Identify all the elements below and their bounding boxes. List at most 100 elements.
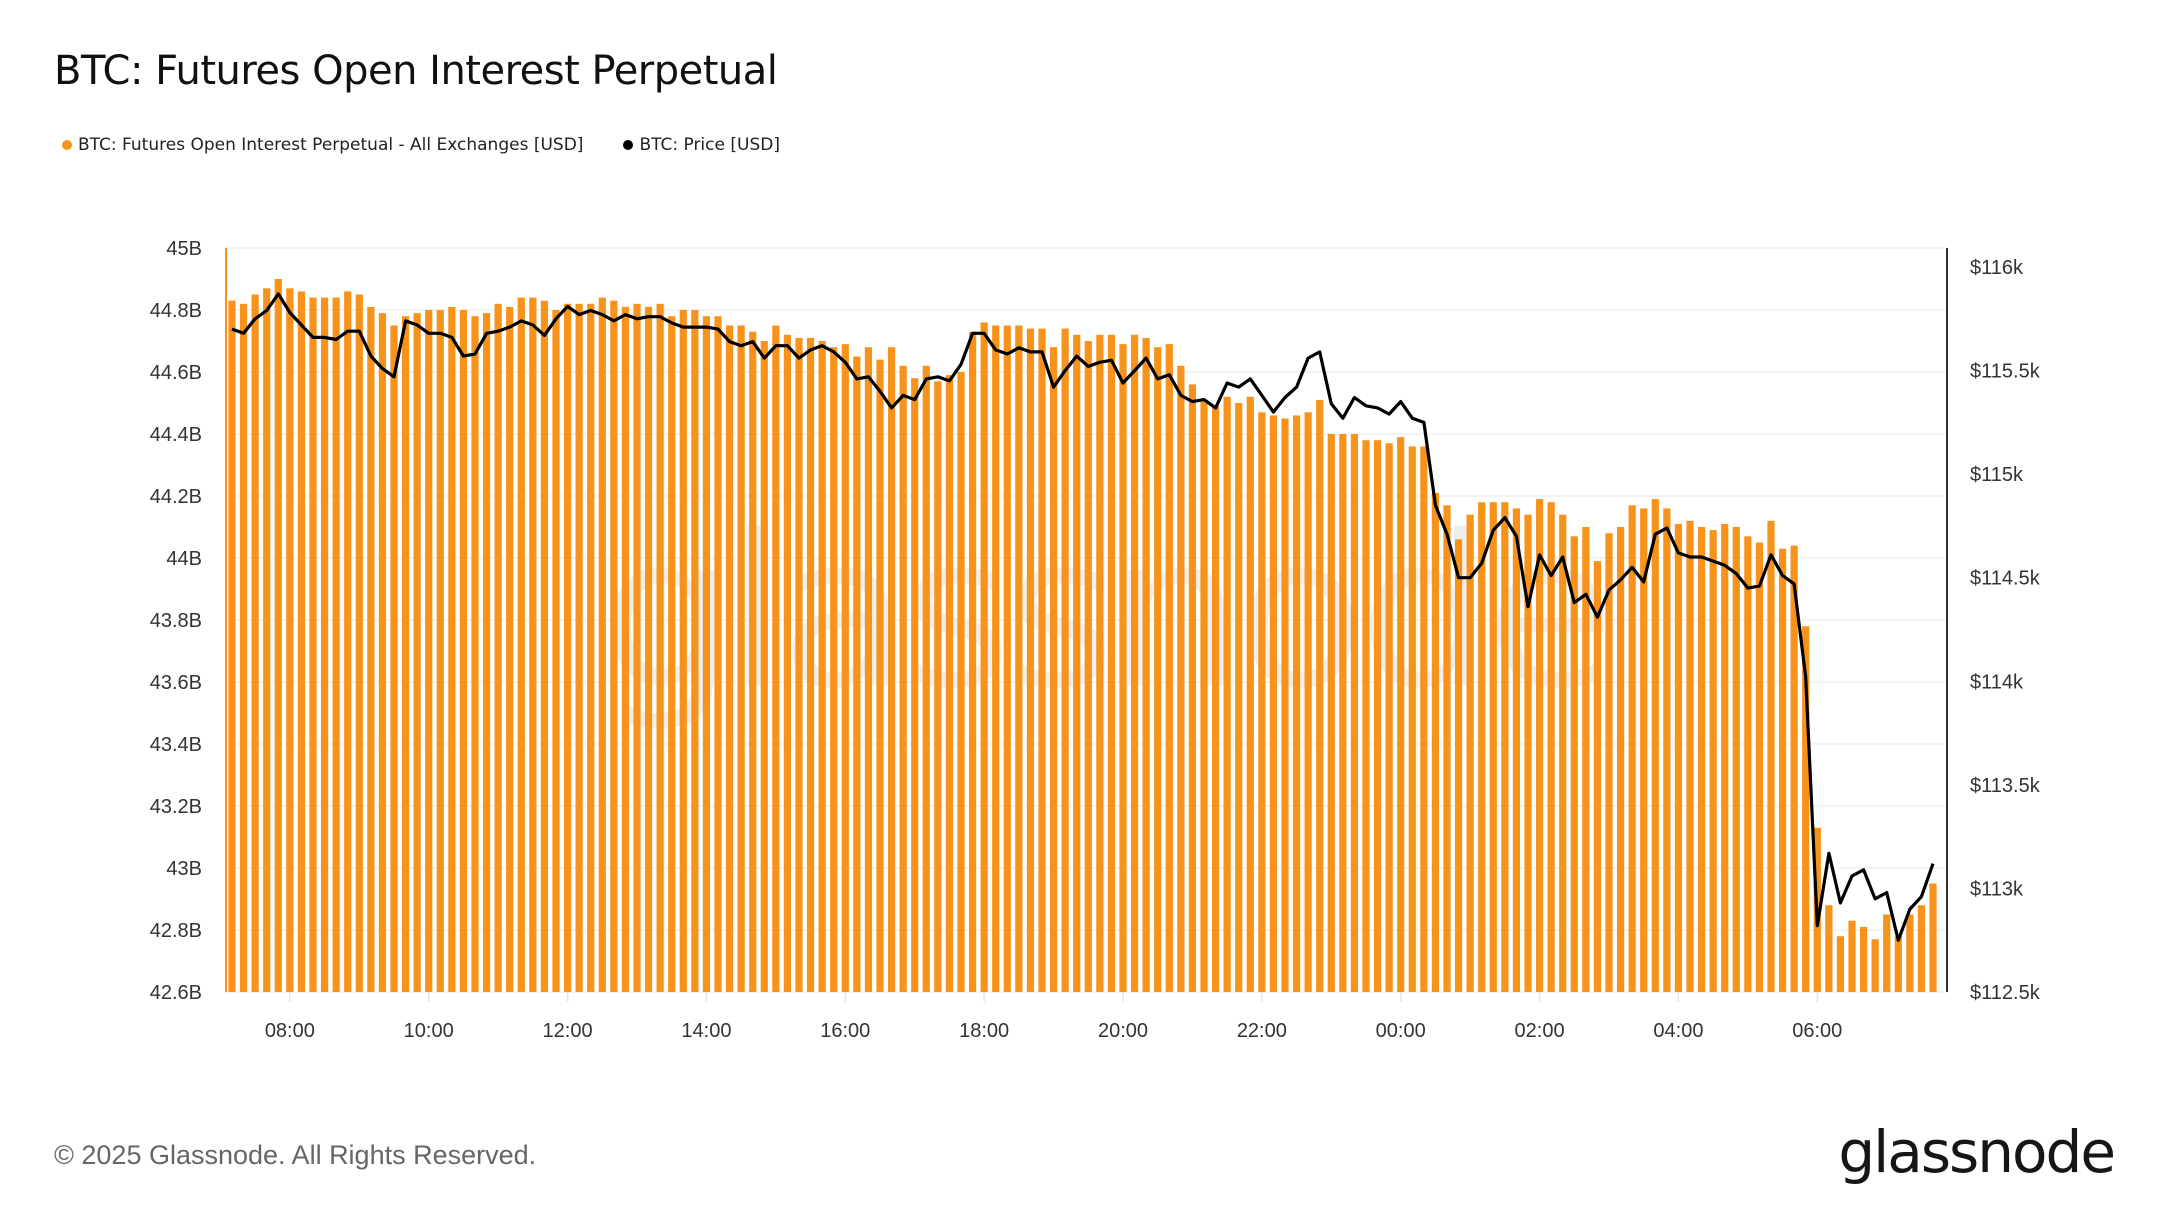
- oi-bar: [1778, 548, 1787, 992]
- oi-bar: [1061, 328, 1069, 993]
- left-axis-tick-label: 43.4B: [150, 734, 202, 756]
- oi-bar: [1281, 418, 1289, 992]
- oi-bar: [459, 310, 468, 992]
- oi-bar: [540, 300, 549, 992]
- oi-bar: [1524, 514, 1532, 992]
- oi-bar: [887, 347, 896, 992]
- x-axis-tick-label: 16:00: [820, 1020, 870, 1042]
- oi-bar: [679, 310, 687, 992]
- oi-bar: [1292, 415, 1301, 992]
- oi-bar: [725, 325, 734, 992]
- oi-bar: [1697, 527, 1706, 992]
- oi-bar: [772, 325, 780, 992]
- oi-bar: [714, 316, 722, 992]
- oi-bar: [1026, 328, 1035, 993]
- oi-bar: [749, 331, 757, 992]
- oi-bar: [1177, 365, 1185, 992]
- oi-bar: [1848, 920, 1856, 992]
- oi-bar: [1397, 437, 1405, 993]
- legend-item-open-interest[interactable]: BTC: Futures Open Interest Perpetual - A…: [62, 135, 583, 155]
- x-axis-tick-label: 10:00: [404, 1020, 454, 1042]
- oi-bar: [841, 344, 849, 993]
- oi-bar: [575, 303, 583, 992]
- oi-bar: [1096, 334, 1104, 992]
- oi-bar: [1582, 527, 1590, 992]
- legend-item-price[interactable]: BTC: Price [USD]: [623, 135, 780, 155]
- oi-bar: [980, 322, 988, 992]
- oi-bar: [934, 381, 942, 992]
- oi-bar: [494, 303, 502, 992]
- oi-bar: [610, 300, 618, 992]
- oi-bar: [309, 297, 317, 993]
- oi-bar: [1466, 514, 1474, 992]
- left-axis-tick-label: 44.2B: [150, 486, 202, 508]
- oi-bar: [922, 365, 930, 992]
- oi-bar: [1373, 440, 1382, 992]
- orange-dot-icon: [62, 140, 72, 150]
- oi-bar: [1119, 344, 1127, 993]
- oi-bar: [702, 316, 711, 992]
- oi-bar: [1327, 434, 1335, 992]
- oi-bar: [1605, 533, 1613, 992]
- x-axis-tick-label: 22:00: [1237, 1020, 1287, 1042]
- oi-bar: [286, 288, 294, 992]
- oi-bar: [529, 297, 537, 993]
- right-axis-tick-label: $114k: [1970, 671, 2024, 693]
- oi-bar: [1049, 347, 1058, 992]
- oi-bar: [1535, 499, 1544, 992]
- oi-bar: [413, 313, 421, 993]
- oi-bar: [1616, 527, 1625, 992]
- oi-bar: [668, 316, 676, 992]
- oi-bar: [1721, 523, 1729, 992]
- oi-bar: [1674, 523, 1683, 992]
- oi-bar: [1802, 626, 1810, 992]
- oi-bar: [1917, 905, 1926, 992]
- oi-bar: [1142, 337, 1150, 992]
- oi-bar: [1304, 412, 1312, 992]
- oi-bar: [1235, 403, 1243, 992]
- oi-bar: [1512, 508, 1521, 992]
- oi-bar: [1015, 325, 1023, 992]
- oi-bar: [1362, 440, 1370, 992]
- oi-bar: [448, 306, 456, 992]
- oi-bar: [563, 303, 572, 992]
- oi-bar: [1130, 334, 1139, 992]
- oi-bar: [517, 297, 525, 993]
- oi-bar: [506, 306, 514, 992]
- oi-bar: [263, 288, 271, 992]
- oi-bar: [691, 310, 699, 992]
- oi-bar: [1339, 434, 1347, 992]
- oi-bar: [795, 337, 803, 992]
- oi-bar: [853, 356, 861, 992]
- x-axis-tick-label: 08:00: [265, 1020, 315, 1042]
- oi-bar: [1350, 434, 1359, 992]
- copyright: © 2025 Glassnode. All Rights Reserved.: [54, 1140, 537, 1170]
- oi-bar: [1859, 926, 1868, 992]
- oi-bar: [633, 303, 641, 992]
- oi-bar: [1489, 502, 1497, 992]
- oi-bar: [864, 347, 873, 992]
- x-axis-tick-label: 12:00: [543, 1020, 593, 1042]
- oi-bar: [737, 325, 745, 992]
- oi-bar: [1431, 492, 1440, 992]
- oi-bar: [1003, 325, 1011, 992]
- oi-bar: [320, 297, 329, 993]
- right-axis-tick-label: $115k: [1970, 464, 2024, 486]
- x-axis-tick-label: 06:00: [1792, 1020, 1842, 1042]
- oi-bar: [1559, 514, 1567, 992]
- oi-bar: [436, 310, 444, 992]
- oi-bar: [1038, 328, 1046, 993]
- axes: 42.6B 42.8B 43B 43.2B 43.4B 43.6B 43.8B 44B 44.2…: [150, 238, 2041, 1042]
- oi-bar: [968, 331, 977, 992]
- oi-bar: [1651, 499, 1659, 992]
- oi-bar: [344, 291, 352, 992]
- oi-bar: [957, 372, 965, 992]
- oi-bar: [1084, 341, 1092, 992]
- oi-bar: [587, 303, 595, 992]
- oi-bar: [1709, 530, 1717, 992]
- right-axis-tick-label: $114.5k: [1970, 568, 2041, 590]
- oi-bar: [401, 316, 410, 992]
- oi-bar: [644, 306, 653, 992]
- oi-bar: [992, 325, 1000, 992]
- x-axis-tick-label: 14:00: [681, 1020, 731, 1042]
